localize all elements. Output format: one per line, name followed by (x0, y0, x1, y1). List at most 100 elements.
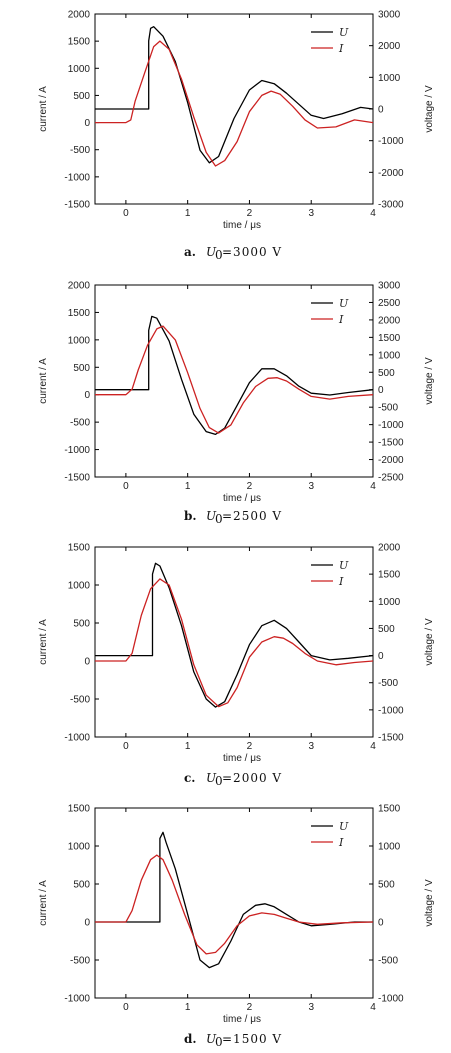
y-right-tick-label: 500 (378, 368, 395, 379)
y-left-tick-label: 0 (84, 918, 90, 929)
y-left-tick-label: 500 (73, 91, 90, 102)
caption-letter: b. (184, 509, 197, 523)
legend-label-U: U (339, 820, 349, 833)
x-tick-label: 2 (247, 481, 253, 492)
x-tick-label: 1 (185, 481, 191, 492)
x-tick-label: 4 (370, 741, 376, 752)
y-left-tick-label: -1500 (64, 200, 90, 211)
y-axis-right-label: voltage / V (424, 879, 435, 927)
y-right-tick-label: 1000 (378, 73, 401, 84)
caption-letter: c. (184, 771, 195, 785)
x-tick-label: 3 (308, 741, 314, 752)
y-right-tick-label: -2000 (378, 455, 404, 466)
caption-value: =2000 V (222, 771, 282, 785)
y-right-tick-label: -500 (378, 956, 398, 967)
series-line-U (95, 26, 374, 164)
x-tick-label: 2 (247, 208, 253, 219)
series-line-I (95, 854, 374, 955)
y-axis-left-label: current / A (38, 358, 49, 404)
caption-subscript: 0 (215, 774, 224, 788)
y-left-tick-label: -1000 (64, 733, 90, 744)
chart-panel-b: 0 1 2 3 4 -1500 -1000 -500 0 500 1000 1500 2000 -2500… (38, 281, 435, 527)
series-line-I (95, 325, 374, 434)
y-left-tick-label: -500 (70, 956, 90, 967)
y-right-tick-label: 0 (378, 918, 384, 929)
y-left-tick-label: -1000 (64, 172, 90, 183)
x-tick-label: 2 (247, 1002, 253, 1013)
y-left-tick-label: -500 (70, 145, 90, 156)
y-right-tick-label: -2500 (378, 473, 404, 484)
x-tick-label: 1 (185, 741, 191, 752)
legend-label-U: U (339, 26, 349, 39)
legend-label-I: I (338, 836, 344, 849)
y-left-tick-label: 0 (84, 390, 90, 401)
legend-label-I: I (338, 575, 344, 588)
y-left-tick-label: 0 (84, 657, 90, 668)
y-left-tick-label: -1500 (64, 473, 90, 484)
y-left-tick-label: 2000 (68, 281, 91, 292)
y-left-tick-label: 1500 (68, 543, 91, 554)
y-right-tick-label: 2000 (378, 543, 401, 554)
y-right-tick-label: -1000 (378, 420, 404, 431)
y-left-tick-label: 2000 (68, 10, 91, 21)
y-right-tick-label: 1500 (378, 333, 401, 344)
plot-frame (94, 807, 374, 999)
x-tick-label: 4 (370, 1002, 376, 1013)
caption-symbol: U (206, 771, 217, 785)
legend-label-U: U (339, 297, 349, 310)
series-line-U (95, 562, 374, 708)
x-tick-label: 1 (185, 208, 191, 219)
caption-value: =1500 V (222, 1032, 282, 1046)
caption-symbol: U (206, 245, 217, 259)
y-right-tick-label: -1000 (378, 705, 404, 716)
x-tick-label: 3 (308, 208, 314, 219)
caption-subscript: 0 (215, 248, 224, 262)
series-line-U (95, 831, 373, 969)
y-left-tick-label: -500 (70, 695, 90, 706)
y-right-tick-label: 1000 (378, 842, 401, 853)
y-right-tick-label: -500 (378, 403, 398, 414)
y-right-tick-label: 1500 (378, 570, 401, 581)
y-axis-right-label: voltage / V (424, 618, 435, 666)
y-right-tick-label: -500 (378, 678, 398, 689)
x-axis-label: time / μs (223, 493, 261, 504)
x-tick-label: 1 (185, 1002, 191, 1013)
x-tick-label: 0 (123, 481, 129, 492)
y-left-tick-label: 1000 (68, 842, 91, 853)
legend-label-I: I (338, 42, 344, 55)
legend-label-I: I (338, 313, 344, 326)
y-axis-right-label: voltage / V (424, 85, 435, 133)
y-right-tick-label: -3000 (378, 200, 404, 211)
x-tick-label: 0 (123, 1002, 129, 1013)
x-axis-label: time / μs (223, 220, 261, 231)
y-right-tick-label: 3000 (378, 10, 401, 21)
caption-subscript: 0 (215, 1035, 224, 1049)
y-left-tick-label: -500 (70, 418, 90, 429)
y-axis-left-label: current / A (38, 619, 49, 665)
y-right-tick-label: -1000 (378, 136, 404, 147)
x-tick-label: 4 (370, 481, 376, 492)
x-tick-label: 3 (308, 1002, 314, 1013)
y-right-tick-label: 3000 (378, 281, 401, 292)
plot-frame (94, 284, 374, 478)
x-tick-label: 2 (247, 741, 253, 752)
y-right-tick-label: 500 (378, 880, 395, 891)
y-right-tick-label: 0 (378, 651, 384, 662)
y-right-tick-label: -1500 (378, 438, 404, 449)
x-tick-label: 4 (370, 208, 376, 219)
y-right-tick-label: 1500 (378, 804, 401, 815)
y-right-tick-label: 0 (378, 105, 384, 116)
y-left-tick-label: 1000 (68, 335, 91, 346)
x-axis-label: time / μs (223, 753, 261, 764)
y-right-tick-label: 2000 (378, 315, 401, 326)
series-line-U (95, 315, 374, 436)
y-left-tick-label: 1000 (68, 64, 91, 75)
y-right-tick-label: -1000 (378, 994, 404, 1005)
x-tick-label: 3 (308, 481, 314, 492)
y-axis-left-label: current / A (38, 880, 49, 926)
y-left-tick-label: 1500 (68, 37, 91, 48)
y-right-tick-label: 2500 (378, 298, 401, 309)
y-left-tick-label: 500 (73, 619, 90, 630)
legend-label-U: U (339, 559, 349, 572)
